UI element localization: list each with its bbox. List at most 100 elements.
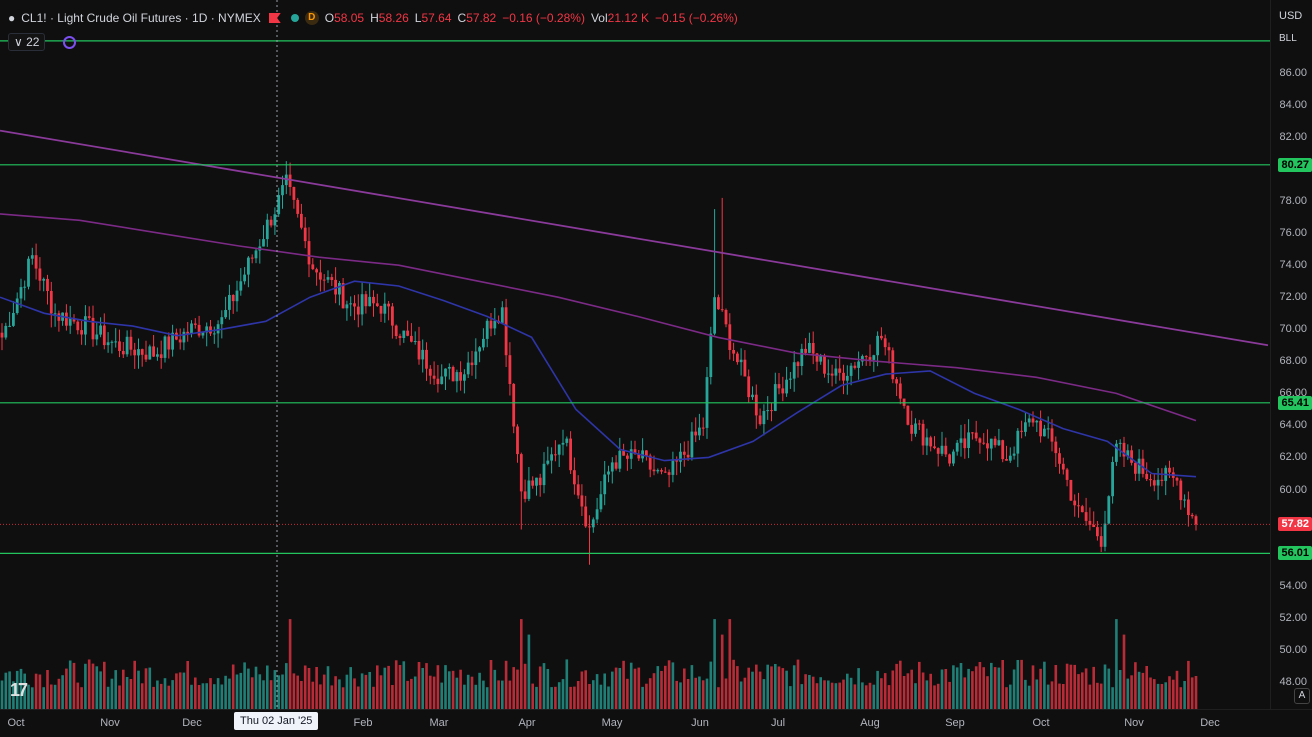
candle-body <box>364 294 368 307</box>
candle-body <box>743 359 747 377</box>
candle-body <box>15 298 19 313</box>
volume-bar <box>762 679 766 709</box>
candle-body <box>27 258 30 287</box>
volume-bar <box>1115 619 1118 709</box>
candle-body <box>701 427 705 429</box>
volume-bar <box>1145 666 1148 709</box>
volume-bar <box>231 664 235 709</box>
candle-body <box>838 368 842 373</box>
volume-bar <box>1012 669 1016 709</box>
candle-body <box>940 445 944 454</box>
candle-body <box>387 303 390 307</box>
volume-bar <box>91 663 95 709</box>
chart-canvas[interactable] <box>0 0 1270 709</box>
indicator-ring-icon[interactable] <box>63 35 77 49</box>
candle-body <box>686 454 690 458</box>
candle-body <box>193 323 197 325</box>
candle-body <box>660 470 663 472</box>
candle-body <box>569 438 572 471</box>
candle-body <box>235 290 239 302</box>
candle-body <box>1145 473 1149 480</box>
candle-body <box>205 326 209 333</box>
volume-bar <box>410 678 413 709</box>
candle-body <box>1054 441 1058 454</box>
currency-label[interactable]: USD <box>1279 10 1303 22</box>
candle-body <box>1061 463 1065 470</box>
candle-body <box>277 195 281 215</box>
price-level-label[interactable]: 65.41 <box>1278 395 1312 410</box>
candle-body <box>338 283 341 295</box>
time-axis[interactable]: Thu 02 Jan '25 Oct Nov Dec Feb Mar Apr May Jun J… <box>0 709 1312 737</box>
price-chart-pane[interactable] <box>0 0 1270 709</box>
candle-body <box>372 296 375 304</box>
auto-scale-button[interactable]: A <box>1294 688 1310 704</box>
candle-body <box>622 450 625 456</box>
price-level-label[interactable]: 57.82 <box>1278 517 1312 532</box>
volume-bar <box>1103 664 1107 709</box>
unit-label[interactable]: BLL <box>1279 33 1297 44</box>
volume-bar <box>322 674 326 709</box>
candle-body <box>1001 440 1005 460</box>
candle-body <box>557 444 561 455</box>
candle-body <box>967 432 970 448</box>
volume-bar <box>652 673 656 709</box>
candle-body <box>1058 453 1061 464</box>
tradingview-logo[interactable]: 17 <box>10 680 28 700</box>
flag-icon[interactable] <box>268 13 281 23</box>
candle-body <box>853 365 857 368</box>
candle-body <box>758 415 762 425</box>
candle-body <box>512 384 516 427</box>
volume-bar <box>156 680 159 709</box>
volume-bar <box>406 680 409 709</box>
volume-bar <box>918 661 921 709</box>
candle-body <box>421 349 425 360</box>
indicator-count-toggle[interactable]: ∨ 22 <box>8 33 46 51</box>
legend-title[interactable]: Light Crude Oil Futures <box>57 11 182 25</box>
candle-body <box>883 338 887 348</box>
volume-bar <box>872 684 876 709</box>
candle-body <box>1043 428 1046 437</box>
volume-bar <box>459 669 462 709</box>
candle-body <box>629 449 633 459</box>
legend-interval[interactable]: 1D <box>192 11 208 25</box>
candle-body <box>584 506 588 527</box>
candle-body <box>538 477 542 486</box>
candle-body <box>986 443 989 449</box>
candle-body <box>663 471 667 473</box>
candle-body <box>459 372 462 381</box>
candle-body <box>394 325 398 336</box>
volume-bar <box>971 671 974 709</box>
volume-bar <box>76 682 80 709</box>
volume-bar <box>516 669 519 709</box>
volume-bar <box>345 674 349 709</box>
price-level-label[interactable]: 80.27 <box>1278 157 1312 172</box>
volume-bar <box>1107 668 1111 709</box>
volume-bar <box>940 669 944 709</box>
volume-bar <box>1031 665 1035 709</box>
volume-bar <box>266 665 269 709</box>
candle-body <box>216 324 220 334</box>
price-axis[interactable]: 86.00 84.00 82.00 78.00 76.00 74.00 72.00 70.00… <box>1270 0 1312 709</box>
candle-body <box>8 325 11 327</box>
indicators-row: ∨ 22 <box>8 33 77 51</box>
volume-bar <box>588 684 591 709</box>
volume-bar <box>959 663 963 709</box>
high-label: H <box>370 11 379 25</box>
volume-bar <box>0 680 4 709</box>
time-tick-label: Jul <box>770 717 786 729</box>
candle-body <box>190 323 193 334</box>
candle-body <box>341 283 345 309</box>
legend-symbol[interactable]: CL1! <box>21 11 47 25</box>
candle-body <box>906 405 910 425</box>
candle-body <box>891 350 895 380</box>
candle-body <box>432 375 436 379</box>
candle-body <box>436 378 440 385</box>
volume-bar <box>1187 660 1190 709</box>
volume-bar <box>777 666 781 709</box>
candle-body <box>1126 450 1130 457</box>
price-level-label[interactable]: 56.01 <box>1278 546 1312 561</box>
candle-body <box>121 351 125 355</box>
volume-bar <box>84 663 87 709</box>
volume-bar <box>838 682 841 709</box>
volume-bar <box>319 684 322 709</box>
